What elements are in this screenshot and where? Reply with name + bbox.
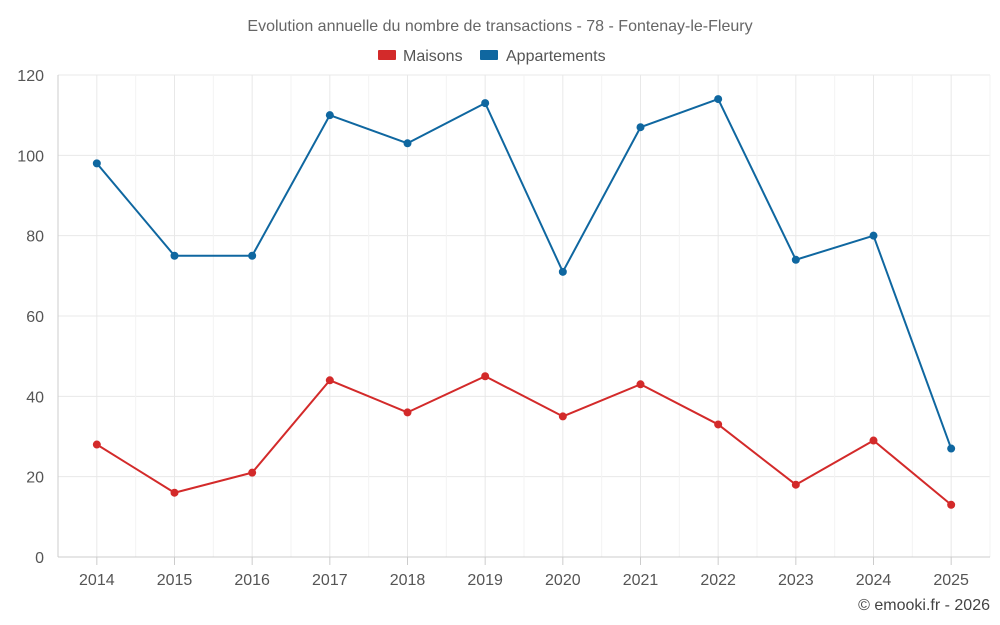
legend-label-appartements[interactable]: Appartements — [506, 48, 606, 65]
data-point-maisons[interactable] — [869, 436, 878, 445]
x-tick-label: 2017 — [312, 572, 348, 589]
x-tick-label: 2018 — [390, 572, 426, 589]
legend-swatch-maisons[interactable] — [378, 50, 396, 60]
legend-label-maisons[interactable]: Maisons — [403, 48, 463, 65]
x-tick-label: 2019 — [467, 572, 503, 589]
x-tick-label: 2016 — [234, 572, 270, 589]
data-point-appartements[interactable] — [791, 255, 800, 264]
data-point-appartements[interactable] — [636, 123, 645, 132]
series — [92, 95, 956, 509]
data-point-maisons[interactable] — [248, 468, 257, 477]
data-point-maisons[interactable] — [947, 500, 956, 509]
series-maisons — [92, 372, 956, 509]
x-tick-label: 2024 — [856, 572, 892, 589]
x-tick-label: 2020 — [545, 572, 581, 589]
data-point-maisons[interactable] — [170, 488, 179, 497]
series-line-maisons — [96, 375, 952, 506]
legend: Maisons Appartements — [378, 48, 606, 65]
y-tick-label: 0 — [35, 550, 44, 567]
data-point-maisons[interactable] — [714, 420, 723, 429]
chart-title: Evolution annuelle du nombre de transact… — [247, 18, 752, 35]
data-point-appartements[interactable] — [170, 251, 179, 260]
data-point-maisons[interactable] — [92, 440, 101, 449]
data-point-maisons[interactable] — [558, 412, 567, 421]
x-tick-label: 2015 — [157, 572, 193, 589]
y-tick-label: 120 — [17, 68, 44, 85]
data-point-maisons[interactable] — [325, 376, 334, 385]
y-tick-label: 100 — [17, 148, 44, 165]
y-tick-label: 20 — [26, 470, 44, 487]
legend-swatch-appartements[interactable] — [480, 50, 498, 60]
series-line-appartements — [96, 98, 953, 449]
data-point-appartements[interactable] — [92, 159, 101, 168]
data-point-appartements[interactable] — [403, 139, 412, 148]
data-point-appartements[interactable] — [558, 267, 567, 276]
data-point-appartements[interactable] — [248, 251, 257, 260]
y-tick-label: 80 — [26, 229, 44, 246]
data-point-maisons[interactable] — [481, 372, 490, 381]
data-point-maisons[interactable] — [403, 408, 412, 417]
x-tick-label: 2021 — [623, 572, 659, 589]
data-point-appartements[interactable] — [714, 95, 723, 104]
x-tick-label: 2014 — [79, 572, 115, 589]
series-appartements — [92, 95, 956, 453]
data-point-appartements[interactable] — [325, 111, 334, 120]
y-tick-label: 60 — [26, 309, 44, 326]
axes: 0 20 40 60 80 100 120 2014 2015 2016 2017 2018 2019 2… — [17, 68, 990, 589]
data-point-maisons[interactable] — [636, 380, 645, 389]
data-point-appartements[interactable] — [947, 444, 956, 453]
grid — [57, 74, 991, 557]
x-tick-label: 2022 — [700, 572, 736, 589]
credit-text: © emooki.fr - 2026 — [858, 597, 990, 614]
x-tick-label: 2023 — [778, 572, 814, 589]
y-tick-label: 40 — [26, 389, 44, 406]
data-point-appartements[interactable] — [481, 99, 490, 108]
x-tick-label: 2025 — [933, 572, 969, 589]
data-point-maisons[interactable] — [791, 480, 800, 489]
data-point-appartements[interactable] — [869, 231, 878, 240]
